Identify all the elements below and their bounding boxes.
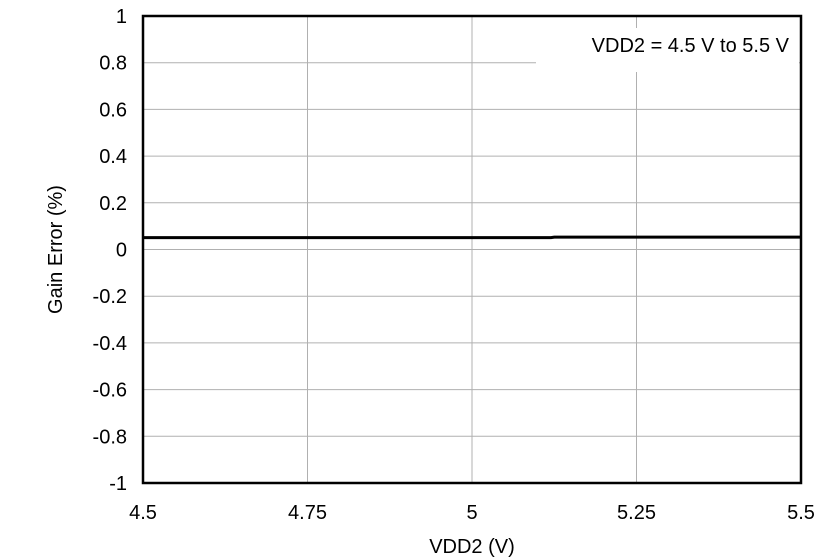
- y-tick-label-10: -1: [109, 473, 127, 495]
- plot-frame: [141, 14, 803, 485]
- x-tick-labels: 4.5 4.75 5 5.25 5.5: [129, 502, 815, 524]
- y-tick-label-4: 0.2: [99, 193, 127, 215]
- y-tick-label-0: 1: [116, 6, 127, 28]
- x-tick-label-3: 5.25: [617, 502, 656, 524]
- y-tick-label-6: -0.2: [93, 286, 127, 308]
- x-tick-label-4: 5.5: [787, 502, 815, 524]
- y-tick-labels: 1 0.8 0.6 0.4 0.2 0 -0.2 -0.4 -0.6 -0.8 -1: [93, 6, 127, 495]
- x-tick-label-1: 4.75: [288, 502, 327, 524]
- y-tick-label-3: 0.4: [99, 146, 127, 168]
- series-layer: [143, 235, 801, 240]
- x-tick-label-0: 4.5: [129, 502, 157, 524]
- annotation-background: [536, 28, 799, 72]
- y-tick-label-5: 0: [116, 240, 127, 262]
- grid-lines: [142, 15, 802, 484]
- y-tick-label-2: 0.6: [99, 99, 127, 121]
- y-tick-label-8: -0.6: [93, 380, 127, 402]
- y-tick-label-1: 0.8: [99, 53, 127, 75]
- x-axis-title: VDD2 (V): [429, 536, 515, 558]
- annotation-label: VDD2 = 4.5 V to 5.5 V: [592, 35, 790, 57]
- x-tick-label-2: 5: [466, 502, 477, 524]
- y-axis-title: Gain Error (%): [45, 185, 67, 314]
- series-line-0: [143, 235, 801, 240]
- y-tick-label-9: -0.8: [93, 426, 127, 448]
- y-tick-label-7: -0.4: [93, 333, 127, 355]
